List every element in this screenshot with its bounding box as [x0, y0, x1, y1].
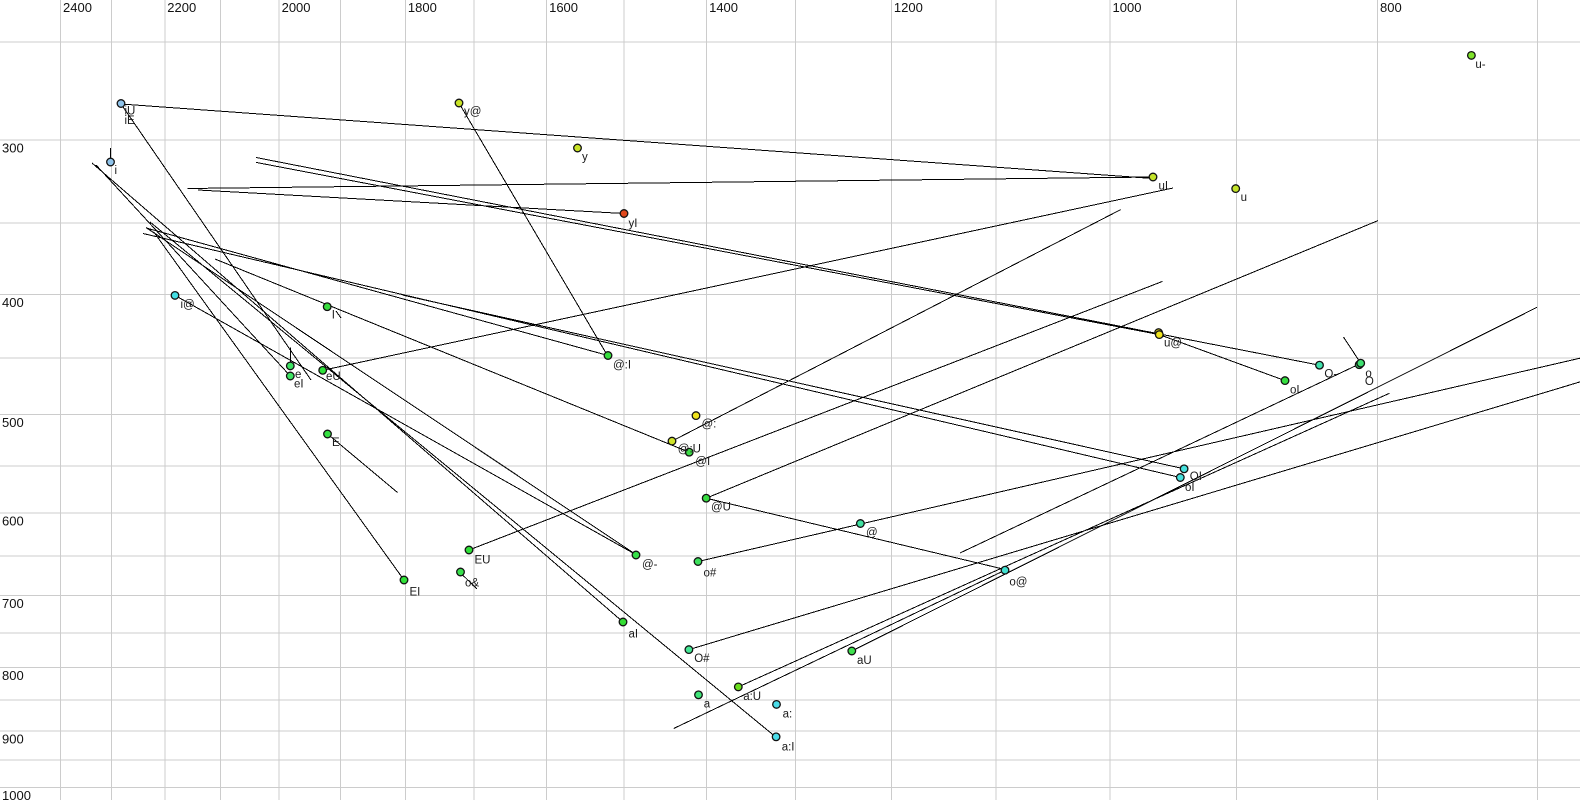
svg-text:@:I: @:I: [613, 360, 631, 372]
svg-text:o: o: [1365, 368, 1371, 380]
svg-text:@-: @-: [642, 559, 658, 571]
svg-text:@:U: @:U: [678, 444, 701, 456]
svg-text:1000: 1000: [1113, 0, 1142, 15]
svg-text:EI: EI: [410, 587, 421, 599]
svg-text:900: 900: [2, 731, 24, 746]
svg-text:@I: @I: [695, 456, 710, 468]
svg-text:a:U: a:U: [743, 691, 761, 703]
svg-text:400: 400: [2, 295, 24, 310]
svg-text:e: e: [295, 369, 301, 381]
svg-text:aI: aI: [629, 629, 639, 641]
svg-text:a: a: [704, 699, 711, 711]
svg-text:a:: a:: [783, 708, 793, 720]
svg-text:i: i: [115, 165, 118, 177]
svg-text:aU: aU: [857, 655, 872, 667]
svg-text:E: E: [332, 437, 340, 449]
svg-text:1000: 1000: [2, 788, 31, 800]
svg-text:u-: u-: [1475, 59, 1485, 71]
svg-text:2000: 2000: [282, 0, 311, 15]
svg-text:800: 800: [1380, 0, 1402, 15]
svg-text:o#: o#: [704, 568, 717, 580]
svg-text:1800: 1800: [408, 0, 437, 15]
svg-text:u: u: [1241, 192, 1247, 204]
svg-text:@: @: [866, 527, 878, 539]
svg-text:2400: 2400: [63, 0, 92, 15]
svg-text:1600: 1600: [549, 0, 578, 15]
svg-text:oI: oI: [1185, 482, 1195, 494]
svg-text:I: I: [332, 309, 335, 321]
svg-text:o@: o@: [1009, 577, 1027, 589]
svg-text:uI: uI: [1159, 181, 1169, 193]
svg-text:y@: y@: [464, 106, 481, 118]
svg-text:@:: @:: [702, 419, 717, 431]
svg-text:O#: O#: [694, 653, 710, 665]
svg-text:iU: iU: [125, 106, 136, 118]
svg-text:OI: OI: [1190, 471, 1202, 483]
svg-text:i@: i@: [181, 299, 195, 311]
svg-text:700: 700: [2, 596, 24, 611]
svg-text:O-: O-: [1324, 369, 1337, 381]
svg-text:800: 800: [2, 668, 24, 683]
svg-text:y: y: [582, 152, 588, 164]
svg-text:iE: iE: [125, 115, 136, 127]
svg-text:1400: 1400: [709, 0, 738, 15]
svg-text:500: 500: [2, 415, 24, 430]
svg-text:O: O: [1365, 376, 1374, 388]
svg-text:1200: 1200: [894, 0, 923, 15]
svg-text:o&: o&: [465, 578, 479, 590]
svg-text:EU: EU: [475, 555, 491, 567]
svg-text:2200: 2200: [167, 0, 196, 15]
svg-text:600: 600: [2, 513, 24, 528]
svg-text:300: 300: [2, 141, 24, 156]
svg-text:oI: oI: [1290, 384, 1300, 396]
svg-text:a:I: a:I: [782, 742, 795, 754]
svg-text:@U: @U: [711, 502, 731, 514]
svg-text:yI: yI: [629, 218, 638, 230]
svg-text:u@: u@: [1164, 338, 1182, 350]
svg-text:eU: eU: [326, 371, 341, 383]
svg-text:eI: eI: [294, 379, 304, 391]
